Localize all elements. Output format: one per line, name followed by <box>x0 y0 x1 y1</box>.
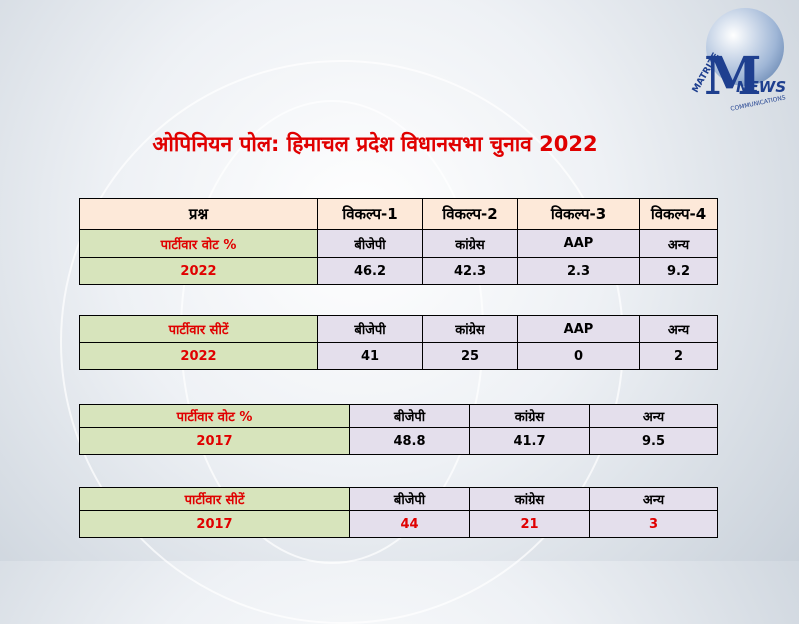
table-cell: 46.2 <box>317 257 423 285</box>
table-cell: विकल्प-1 <box>317 198 423 230</box>
table-cell: विकल्प-3 <box>517 198 640 230</box>
table-cell: कांग्रेस <box>469 404 590 428</box>
table-cell: 21 <box>469 510 590 538</box>
table-cell: पार्टीवार सीटें <box>79 487 350 511</box>
table-cell: 3 <box>589 510 718 538</box>
table-cell: 44 <box>349 510 470 538</box>
table-cell: अन्य <box>639 229 718 258</box>
title: ओपिनियन पोल: हिमाचल प्रदेश विधानसभा चुना… <box>152 132 598 156</box>
table-cell: 2.3 <box>517 257 640 285</box>
logo-mark: M <box>704 46 762 107</box>
table-cell: 9.5 <box>589 427 718 455</box>
table-cell: पार्टीवार वोट % <box>79 229 318 258</box>
table-cell: 2022 <box>79 257 318 285</box>
table-cell: अन्य <box>639 315 718 343</box>
table-cell: 25 <box>422 342 518 370</box>
table-cell: अन्य <box>589 487 718 511</box>
table-cell: विकल्प-4 <box>639 198 718 230</box>
table-cell: AAP <box>517 315 640 343</box>
table-cell: 42.3 <box>422 257 518 285</box>
table-cell: 0 <box>517 342 640 370</box>
table-cell: कांग्रेस <box>422 229 518 258</box>
table-cell: 2017 <box>79 427 350 455</box>
table-cell: अन्य <box>589 404 718 428</box>
table-cell: 9.2 <box>639 257 718 285</box>
table-cell: 2017 <box>79 510 350 538</box>
table-cell: AAP <box>517 229 640 258</box>
table-cell: बीजेपी <box>317 315 423 343</box>
table-cell: 41.7 <box>469 427 590 455</box>
table-cell: 48.8 <box>349 427 470 455</box>
table-cell: विकल्प-2 <box>422 198 518 230</box>
table-cell: कांग्रेस <box>469 487 590 511</box>
logo: M MATRIZE NEWS COMMUNICATIONS <box>690 8 790 118</box>
table-cell: 2 <box>639 342 718 370</box>
logo-sub: NEWS <box>736 78 787 96</box>
table-cell: 41 <box>317 342 423 370</box>
table-cell: पार्टीवार वोट % <box>79 404 350 428</box>
table-cell: पार्टीवार सीटें <box>79 315 318 343</box>
table-cell: कांग्रेस <box>422 315 518 343</box>
logo-globe <box>706 8 784 86</box>
table-cell: बीजेपी <box>317 229 423 258</box>
table-cell: 2022 <box>79 342 318 370</box>
table-cell: प्रश्न <box>79 198 318 230</box>
table-cell: बीजेपी <box>349 404 470 428</box>
table-cell: बीजेपी <box>349 487 470 511</box>
